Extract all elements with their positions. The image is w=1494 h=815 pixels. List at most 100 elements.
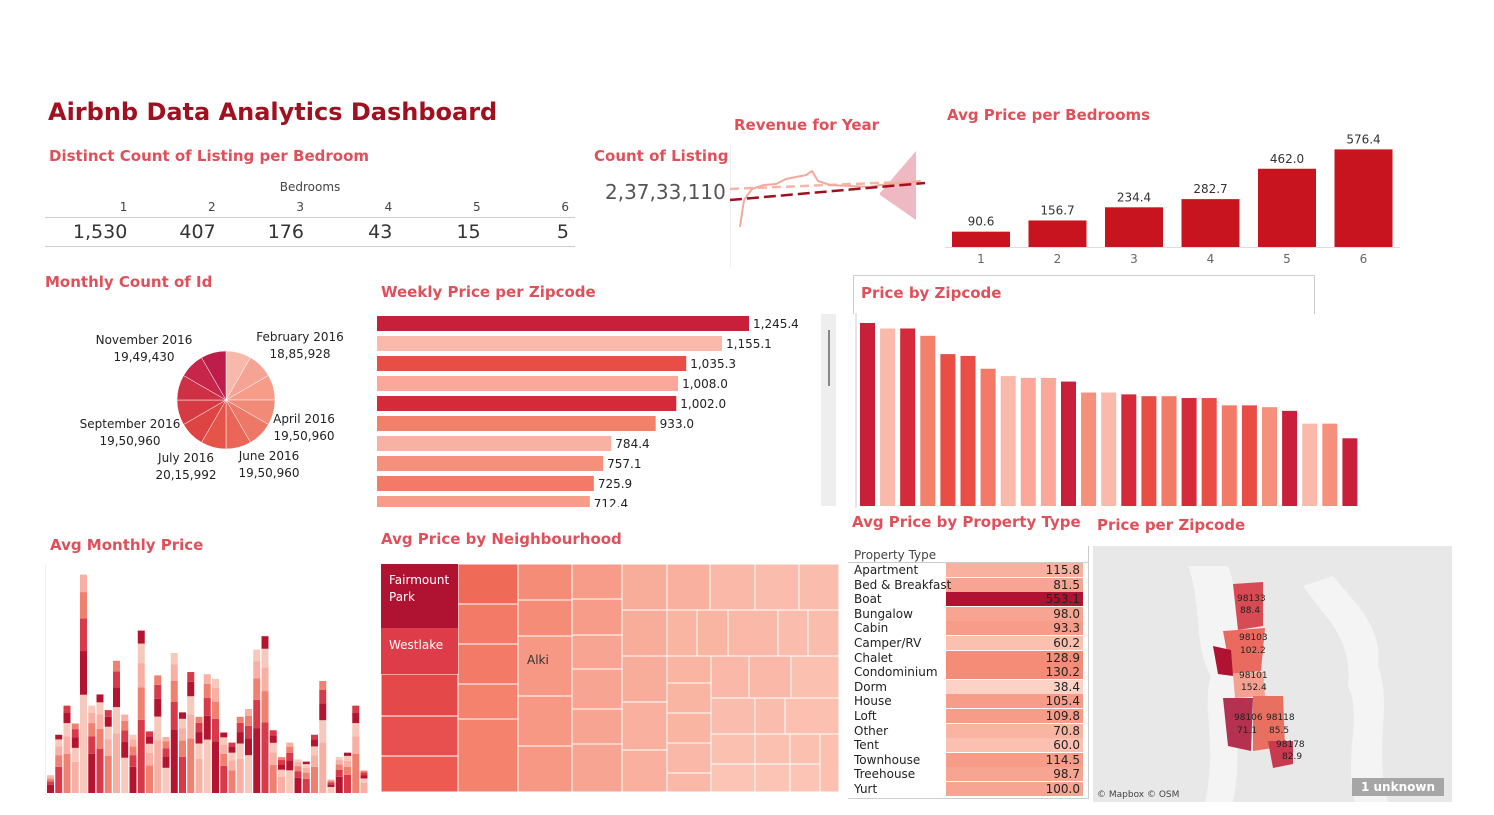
monthly-bar-segment[interactable] [104,726,112,740]
monthly-bar-segment[interactable] [80,694,87,793]
monthly-bar-segment[interactable] [327,786,335,793]
monthly-bar-segment[interactable] [269,730,277,736]
monthly-bar-segment[interactable] [278,760,285,765]
treemap-tile[interactable] [666,655,712,684]
monthly-bar-segment[interactable] [335,757,343,761]
zip-map[interactable]: 98133 88.4 98103 102.2 98101 152.4 98106… [1093,546,1452,802]
monthly-bar-segment[interactable] [352,736,360,754]
monthly-bar-segment[interactable] [245,755,252,793]
monthly-bar-segment[interactable] [129,734,137,740]
monthly-bar-segment[interactable] [335,760,343,765]
monthly-bar-segment[interactable] [137,643,145,664]
monthly-bar-segment[interactable] [311,734,318,740]
monthly-bar-segment[interactable] [294,777,302,793]
monthly-bar-segment[interactable] [162,737,170,742]
monthly-bar-segment[interactable] [121,742,129,758]
monthly-bar-segment[interactable] [179,712,186,719]
monthly-bar-segment[interactable] [195,722,203,733]
bedroom-bar[interactable] [1258,168,1316,247]
monthly-bar-segment[interactable] [212,701,219,719]
treemap-tile[interactable] [754,733,791,765]
zip-bar[interactable] [1061,381,1076,506]
monthly-bar-segment[interactable] [278,776,285,793]
monthly-bar-segment[interactable] [121,730,129,743]
monthly-bar-segment[interactable] [170,653,178,665]
treemap-tile[interactable] [621,655,668,703]
monthly-bar-segment[interactable] [253,649,261,662]
avg-monthly-chart[interactable] [45,565,370,795]
monthly-bar-segment[interactable] [113,707,120,734]
monthly-bar-segment[interactable] [352,753,360,793]
weekly-bar[interactable] [377,416,656,431]
monthly-bar-segment[interactable] [129,746,137,756]
treemap-tile[interactable] [517,564,573,601]
avg-bedrooms-chart[interactable]: 90.6 1 156.7 2 234.4 3 282.7 4 462.0 5 576.4 6 [945,130,1405,270]
bedroom-bar[interactable] [952,231,1010,247]
weekly-zip-chart[interactable]: 1,245.4 1,155.1 1,035.3 1,008.0 1,002.0 933.0… [376,312,846,507]
monthly-bar-segment[interactable] [104,710,112,717]
monthly-bar-segment[interactable] [170,681,178,702]
monthly-bar-segment[interactable] [220,765,228,793]
monthly-bar-segment[interactable] [319,720,327,743]
monthly-bar-segment[interactable] [344,774,351,793]
treemap-tile[interactable] [754,697,786,735]
zip-region-98178[interactable] [1268,741,1293,768]
monthly-bar-segment[interactable] [154,716,162,741]
treemap-tile[interactable] [571,598,623,636]
property-row[interactable]: Yurt 100.0 [848,782,1088,797]
monthly-bar-segment[interactable] [286,742,294,747]
monthly-bar-segment[interactable] [170,702,178,730]
monthly-bar-segment[interactable] [352,705,360,713]
monthly-bar-segment[interactable] [286,746,294,753]
property-row[interactable]: Chalet 128.9 [848,650,1088,666]
property-row[interactable]: Loft 109.8 [848,709,1088,724]
weekly-bar[interactable] [377,436,612,451]
monthly-bar-segment[interactable] [319,681,327,690]
monthly-bar-segment[interactable] [319,689,327,704]
monthly-pie-chart[interactable]: November 2016 19,49,430 February 2016 18,85… [45,320,365,490]
monthly-bar-segment[interactable] [344,766,351,775]
monthly-bar-segment[interactable] [187,738,195,793]
treemap-tile[interactable] [696,609,729,657]
zip-bar[interactable] [860,323,875,506]
monthly-bar-segment[interactable] [96,694,104,703]
monthly-bar-segment[interactable] [80,592,87,619]
monthly-bar-segment[interactable] [245,738,252,756]
treemap-tile[interactable] [807,609,840,657]
monthly-bar-segment[interactable] [55,739,63,747]
treemap-tile[interactable] [517,599,573,637]
weekly-bar[interactable] [377,476,594,491]
zip-bar[interactable] [1040,377,1056,506]
treemap-tile[interactable] [381,715,459,757]
monthly-bar-segment[interactable] [228,760,236,771]
monthly-bar-segment[interactable] [113,733,120,793]
monthly-bar-segment[interactable] [269,764,277,793]
monthly-bar-segment[interactable] [113,671,120,688]
monthly-bar-segment[interactable] [335,764,343,770]
weekly-bar[interactable] [377,316,749,331]
monthly-bar-segment[interactable] [47,784,54,793]
pie-slice[interactable] [201,350,227,401]
monthly-bar-segment[interactable] [236,743,244,759]
zip-bar[interactable] [1101,392,1117,506]
monthly-bar-segment[interactable] [286,752,294,761]
monthly-bar-segment[interactable] [203,674,211,684]
weekly-bar[interactable] [377,456,604,471]
zip-region-98103[interactable] [1223,628,1265,674]
monthly-bar-segment[interactable] [121,757,129,793]
monthly-bar-segment[interactable] [294,771,302,778]
monthly-bar-segment[interactable] [96,702,104,715]
treemap-tile[interactable] [571,634,623,670]
monthly-bar-segment[interactable] [220,737,228,745]
monthly-bar-segment[interactable] [253,699,261,729]
property-row[interactable]: Boat 553.1 [848,592,1088,607]
monthly-bar-segment[interactable] [104,755,112,793]
zip-bar[interactable] [1161,396,1177,506]
monthly-bar-segment[interactable] [261,667,269,692]
monthly-bar-segment[interactable] [80,574,87,593]
monthly-bar-segment[interactable] [294,766,302,772]
property-row[interactable]: Dorm 38.4 [848,679,1088,695]
monthly-bar-segment[interactable] [269,742,277,753]
bedroom-bar[interactable] [1181,199,1240,247]
treemap-tile[interactable] [784,697,840,735]
